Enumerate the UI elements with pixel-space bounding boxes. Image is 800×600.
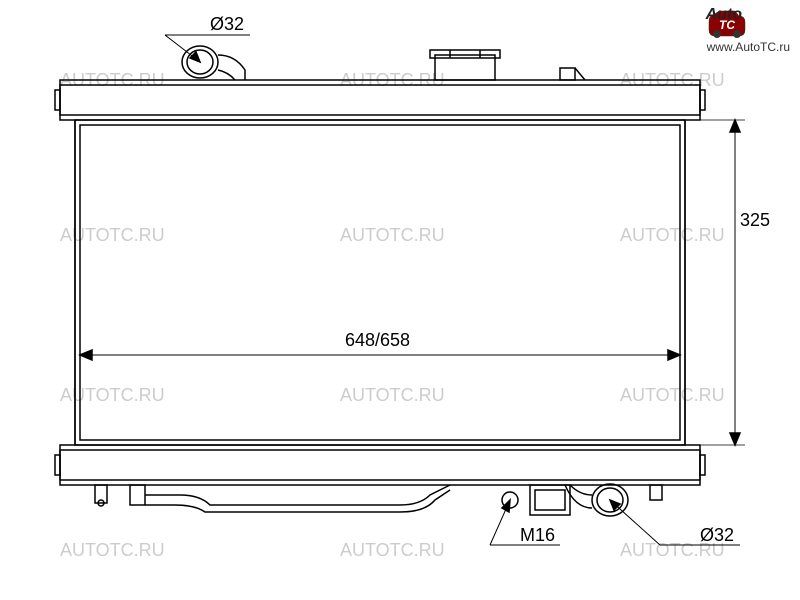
logo-url: www.AutoTC.ru [707,40,790,54]
fitting-label: M16 [520,525,555,546]
outlet-diameter-label: Ø32 [700,525,734,546]
inlet-diameter-label: Ø32 [210,14,244,35]
radiator-drawing [0,0,800,600]
dim-width-label: 648/658 [345,330,410,351]
logo-auto-text: Auto [706,6,742,24]
site-logo: TC Auto www.AutoTC.ru [707,8,790,54]
dim-height-label: 325 [740,210,770,231]
